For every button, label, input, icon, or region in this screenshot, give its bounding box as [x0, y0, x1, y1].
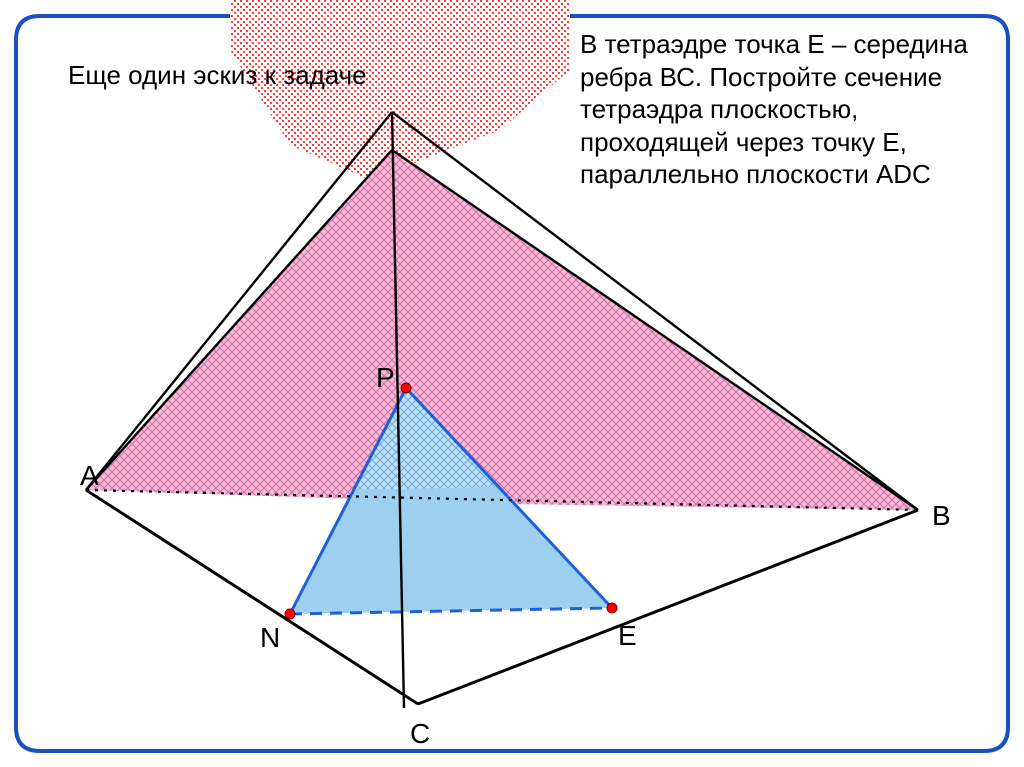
label-E: E	[618, 620, 637, 652]
label-A: A	[80, 460, 99, 492]
label-P: P	[376, 362, 395, 394]
stage: Еще один эскиз к задаче В тетраэдре точк…	[0, 0, 1024, 767]
sketch-caption: Еще один эскиз к задаче	[68, 60, 367, 91]
label-C: C	[410, 718, 430, 750]
label-B: B	[932, 500, 951, 532]
label-N: N	[260, 622, 280, 654]
problem-text: В тетраэдре точка Е – середина ребра ВС.…	[580, 28, 1000, 191]
